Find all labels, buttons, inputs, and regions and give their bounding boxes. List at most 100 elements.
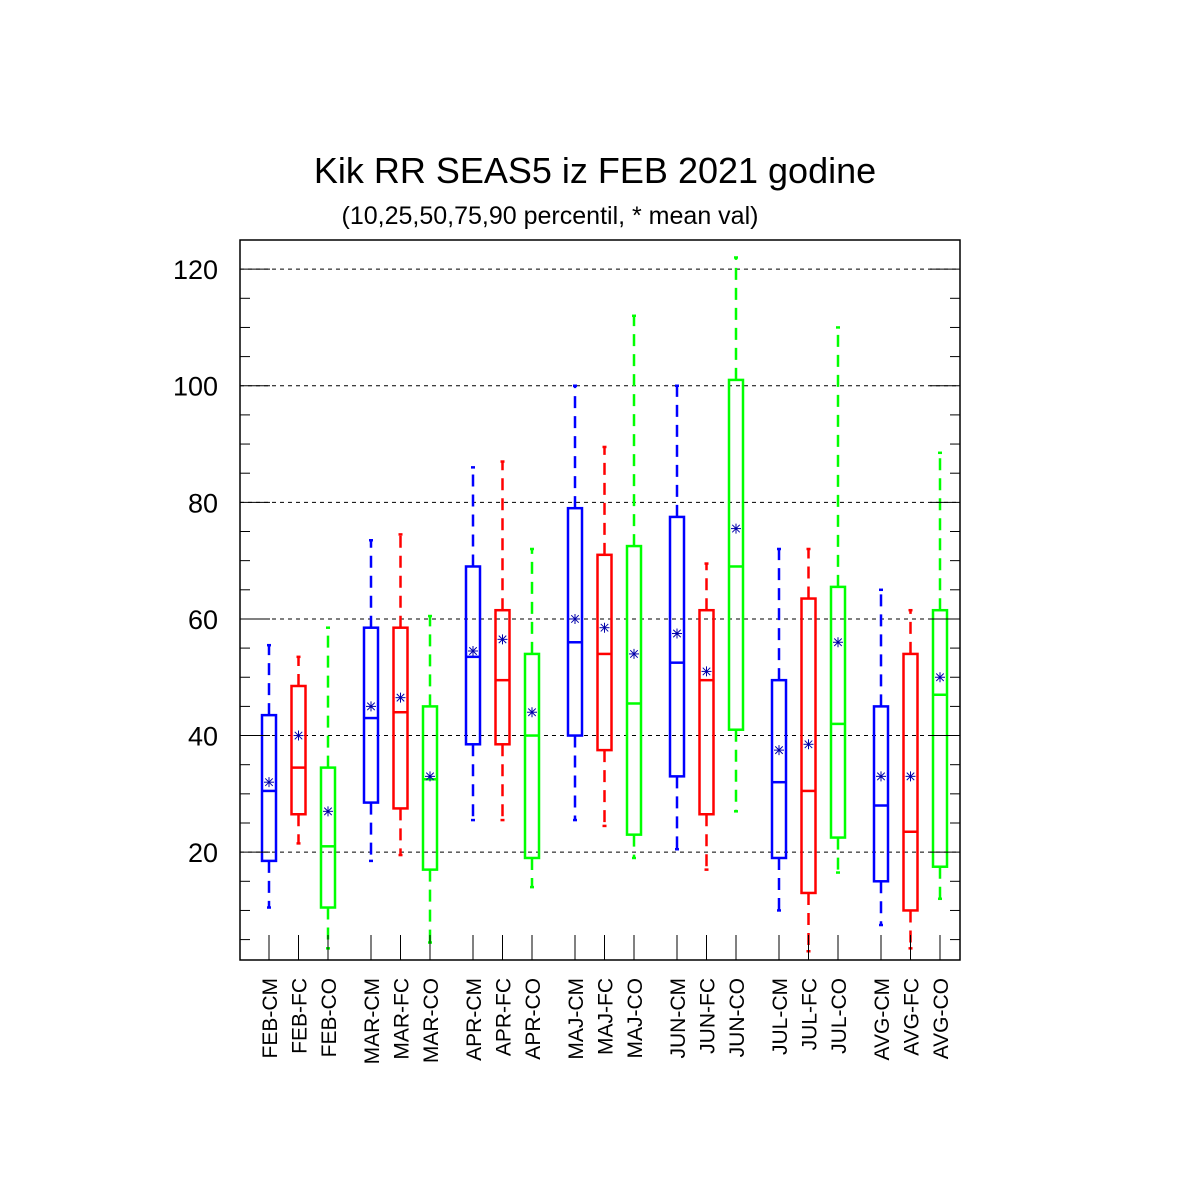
box-maj-cm bbox=[566, 384, 584, 822]
mean-stroke bbox=[876, 772, 886, 781]
box-jun-cm bbox=[668, 384, 686, 851]
mean-marker bbox=[803, 739, 814, 750]
iqr-box bbox=[494, 608, 511, 746]
mean-stroke bbox=[498, 635, 507, 644]
box-jul-co bbox=[829, 326, 847, 874]
grid-layer bbox=[240, 268, 960, 853]
x-tick-label: AVG-CO bbox=[930, 978, 953, 1059]
box-avg-co bbox=[931, 451, 949, 901]
x-tick-label: JUL-CO bbox=[828, 978, 851, 1054]
x-tick-label: APR-CO bbox=[522, 978, 545, 1060]
mean-stroke bbox=[600, 623, 609, 632]
x-tick-label: FEB-CO bbox=[318, 978, 341, 1057]
mean-stroke bbox=[906, 772, 915, 781]
box-feb-co bbox=[319, 626, 337, 950]
box-jul-fc bbox=[800, 547, 817, 953]
x-tick-label: JUL-FC bbox=[799, 978, 822, 1050]
x-tick-label: AVG-FC bbox=[901, 978, 924, 1056]
x-tick-label: AVG-CM bbox=[871, 978, 894, 1060]
mean-stroke bbox=[366, 702, 376, 711]
box-jul-cm bbox=[770, 547, 788, 912]
mean-stroke bbox=[527, 708, 537, 717]
chart-subtitle: (10,25,50,75,90 percentil, * mean val) bbox=[341, 202, 759, 230]
chart-title: Kik RR SEAS5 iz FEB 2021 godine bbox=[313, 150, 877, 191]
x-tick-label: MAJ-FC bbox=[595, 978, 618, 1055]
mean-stroke bbox=[425, 772, 435, 781]
iqr-box bbox=[596, 553, 613, 752]
mean-marker bbox=[366, 701, 376, 712]
x-tick-label: MAJ-CO bbox=[624, 978, 647, 1059]
mean-marker bbox=[701, 666, 712, 677]
iqr-box bbox=[260, 713, 278, 863]
box-mar-fc bbox=[392, 533, 409, 857]
box-avg-fc bbox=[902, 608, 919, 950]
mean-stroke bbox=[396, 693, 405, 702]
iqr-box bbox=[625, 544, 643, 836]
plot-frame bbox=[239, 239, 961, 961]
iqr-box bbox=[362, 626, 380, 804]
box-apr-cm bbox=[464, 466, 482, 822]
mean-marker bbox=[833, 637, 843, 648]
mean-stroke bbox=[323, 807, 333, 816]
mean-stroke bbox=[935, 673, 945, 682]
iqr-box bbox=[872, 705, 890, 883]
mean-marker bbox=[527, 707, 537, 718]
label-layer: 20 40 60 80 100 120 FEB-CM FEB-FC FEB-CO MAR-CM MA… bbox=[173, 255, 953, 1064]
iqr-box bbox=[902, 652, 919, 912]
box-mar-cm bbox=[362, 538, 380, 863]
mean-marker bbox=[629, 648, 639, 659]
x-tick-label: MAJ-CM bbox=[565, 978, 588, 1060]
y-tick-label: 60 bbox=[188, 605, 218, 635]
mean-stroke bbox=[672, 629, 682, 638]
mean-stroke bbox=[264, 778, 274, 787]
box-layer bbox=[260, 256, 949, 953]
y-tick-label: 100 bbox=[173, 372, 218, 402]
mean-marker bbox=[395, 692, 406, 703]
mean-marker bbox=[599, 622, 610, 633]
mean-stroke bbox=[629, 649, 639, 659]
x-tick-label: FEB-FC bbox=[289, 978, 312, 1054]
iqr-box bbox=[290, 684, 307, 816]
y-tick-label: 40 bbox=[188, 722, 218, 752]
iqr-box bbox=[698, 608, 715, 816]
x-tick-label: JUL-CM bbox=[769, 978, 792, 1055]
mean-marker bbox=[497, 634, 508, 645]
y-tick-label: 20 bbox=[188, 838, 218, 868]
mean-marker bbox=[468, 646, 478, 657]
box-feb-cm bbox=[260, 643, 278, 909]
iqr-box bbox=[523, 652, 541, 860]
iqr-box bbox=[770, 678, 788, 860]
iqr-box bbox=[727, 378, 745, 731]
mean-marker bbox=[264, 777, 274, 788]
mean-stroke bbox=[702, 667, 711, 676]
box-maj-co bbox=[625, 314, 643, 860]
mean-stroke bbox=[570, 614, 580, 624]
mean-marker bbox=[905, 771, 916, 782]
box-jun-co bbox=[727, 256, 745, 813]
mean-marker bbox=[876, 771, 886, 782]
iqr-box bbox=[931, 608, 949, 868]
iqr-box bbox=[800, 597, 817, 895]
mean-marker bbox=[425, 771, 435, 782]
iqr-box bbox=[392, 626, 409, 810]
iqr-box bbox=[421, 705, 439, 871]
iqr-box bbox=[319, 766, 337, 909]
x-tick-label: JUN-CM bbox=[667, 978, 690, 1058]
iqr-box bbox=[668, 515, 686, 778]
box-apr-fc bbox=[494, 460, 511, 822]
x-tick-label: MAR-FC bbox=[391, 978, 414, 1060]
x-tick-label: JUN-CO bbox=[726, 978, 749, 1057]
x-tick-label: MAR-CO bbox=[420, 978, 443, 1063]
mean-marker bbox=[935, 672, 945, 683]
mean-marker bbox=[323, 806, 333, 817]
mean-stroke bbox=[731, 524, 741, 533]
mean-stroke bbox=[833, 638, 843, 647]
iqr-box bbox=[464, 565, 482, 746]
mean-marker bbox=[731, 523, 741, 534]
x-tick-label: JUN-FC bbox=[697, 978, 720, 1054]
mean-marker bbox=[774, 745, 784, 756]
box-avg-cm bbox=[872, 588, 890, 927]
box-feb-fc bbox=[290, 655, 307, 845]
axis-layer bbox=[239, 239, 961, 961]
